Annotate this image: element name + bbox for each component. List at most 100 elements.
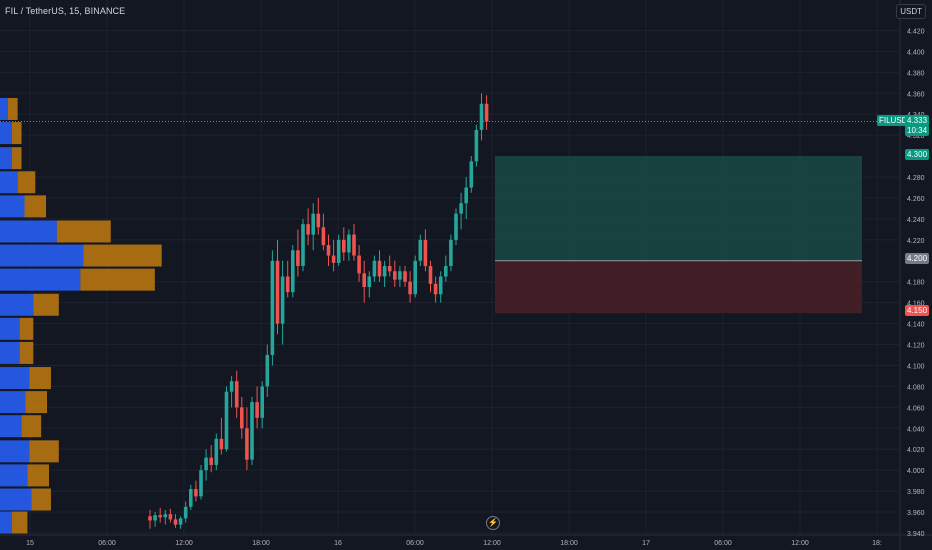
candle-body — [413, 260, 417, 295]
countdown-label: 10:34 — [905, 125, 930, 136]
position-stop-zone[interactable] — [495, 260, 862, 314]
candle-body — [398, 271, 402, 280]
candle-body — [189, 489, 193, 507]
candle-body — [209, 457, 213, 465]
price-tick-label: 4.320 — [907, 133, 925, 140]
volume-profile-sell-bar — [33, 293, 59, 316]
candle-body — [240, 407, 244, 429]
candle-body — [224, 391, 229, 450]
price-tick-label: 4.280 — [907, 175, 925, 182]
volume-profile-sell-bar — [17, 171, 36, 194]
volume-profile-buy-bar — [0, 488, 32, 511]
candle-body — [342, 239, 346, 253]
candle-body — [321, 227, 326, 246]
position-profit-zone[interactable] — [495, 156, 862, 261]
volume-profile-sell-bar — [21, 415, 42, 438]
candle-body — [194, 489, 198, 497]
candle-body — [362, 273, 366, 287]
current-price-label: FILUSDT — [877, 115, 915, 126]
candle-body — [168, 514, 173, 520]
candle-body — [275, 260, 280, 324]
candle-body — [280, 276, 285, 324]
target-price-label: 4.300 — [905, 149, 930, 160]
time-tick-label: 18: — [872, 540, 882, 547]
time-tick-label: 06:00 — [406, 540, 424, 547]
candle-body — [438, 276, 443, 295]
candle-body — [331, 255, 336, 263]
candle-body — [229, 381, 234, 392]
volume-profile-buy-bar — [0, 171, 18, 194]
candle-body — [234, 381, 239, 408]
volume-profile-buy-bar — [0, 511, 12, 534]
time-tick-label: 06:00 — [98, 540, 116, 547]
volume-profile-buy-bar — [0, 415, 22, 438]
volume-profile-sell-bar — [31, 488, 51, 511]
price-tick-label: 4.000 — [907, 468, 925, 475]
volume-profile-sell-bar — [29, 440, 59, 463]
candle-body — [403, 271, 407, 282]
candle-body — [428, 266, 433, 284]
volume-profile-buy-bar — [0, 317, 20, 340]
time-tick-label: 18:00 — [560, 540, 578, 547]
price-tick-label: 4.140 — [907, 322, 925, 329]
price-tick-label: 4.100 — [907, 363, 925, 370]
candle-body — [270, 260, 275, 356]
candle-body — [449, 239, 453, 267]
candle-body — [148, 516, 152, 521]
candle-body — [454, 213, 458, 240]
volume-profile-sell-bar — [80, 268, 155, 291]
symbol-title[interactable]: FIL / TetherUS, 15, BINANCE — [5, 6, 126, 16]
volume-profile-buy-bar — [0, 268, 81, 291]
candle-body — [444, 266, 448, 277]
candle-body — [311, 213, 315, 235]
stop-price-label: 4.150 — [905, 305, 930, 316]
volume-profile-sell-bar — [19, 341, 34, 364]
price-tick-label: 4.120 — [907, 343, 925, 350]
price-axis[interactable] — [900, 0, 932, 550]
lightning-icon[interactable]: ⚡ — [486, 516, 500, 530]
volume-profile-buy-bar — [0, 440, 30, 463]
candle-body — [469, 161, 474, 188]
volume-profile-buy-bar — [0, 122, 12, 145]
price-tick-label: 4.380 — [907, 70, 925, 77]
candle-body — [255, 402, 259, 418]
volume-profile-sell-bar — [27, 464, 49, 487]
volume-profile-buy-bar — [0, 195, 25, 218]
volume-profile-sell-bar — [24, 195, 47, 218]
volume-profile-buy-bar — [0, 147, 12, 170]
candle-body — [163, 514, 168, 518]
entry-price-label: 4.200 — [905, 253, 930, 264]
volume-profile-sell-bar — [11, 511, 28, 534]
candle-body — [285, 276, 290, 293]
candle-body — [484, 103, 489, 122]
candle-body — [158, 515, 162, 518]
candle-body — [408, 281, 412, 295]
volume-profile-sell-bar — [11, 147, 22, 170]
currency-button[interactable]: USDT — [896, 4, 926, 19]
time-tick-label: 17 — [642, 540, 650, 547]
candle-body — [367, 276, 372, 287]
candle-body — [199, 470, 203, 497]
candle-body — [479, 103, 484, 130]
candle-body — [423, 239, 428, 267]
candle-body — [219, 438, 224, 450]
volume-profile-buy-bar — [0, 244, 84, 267]
price-tick-label: 4.160 — [907, 301, 925, 308]
candle-body — [459, 203, 463, 214]
volume-profile-buy-bar — [0, 464, 28, 487]
price-tick-label: 4.040 — [907, 426, 925, 433]
price-tick-label: 4.260 — [907, 196, 925, 203]
candle-body — [336, 239, 341, 263]
candle-body — [296, 250, 300, 267]
volume-profile-buy-bar — [0, 97, 8, 120]
candle-body — [316, 213, 321, 228]
candle-body — [387, 266, 392, 272]
price-tick-label: 3.980 — [907, 489, 925, 496]
time-tick-label: 12:00 — [483, 540, 501, 547]
price-tick-label: 4.180 — [907, 280, 925, 287]
price-tick-label: 4.220 — [907, 238, 925, 245]
candle-body — [433, 283, 438, 295]
candle-body — [418, 239, 423, 261]
volume-profile-sell-bar — [25, 391, 48, 414]
